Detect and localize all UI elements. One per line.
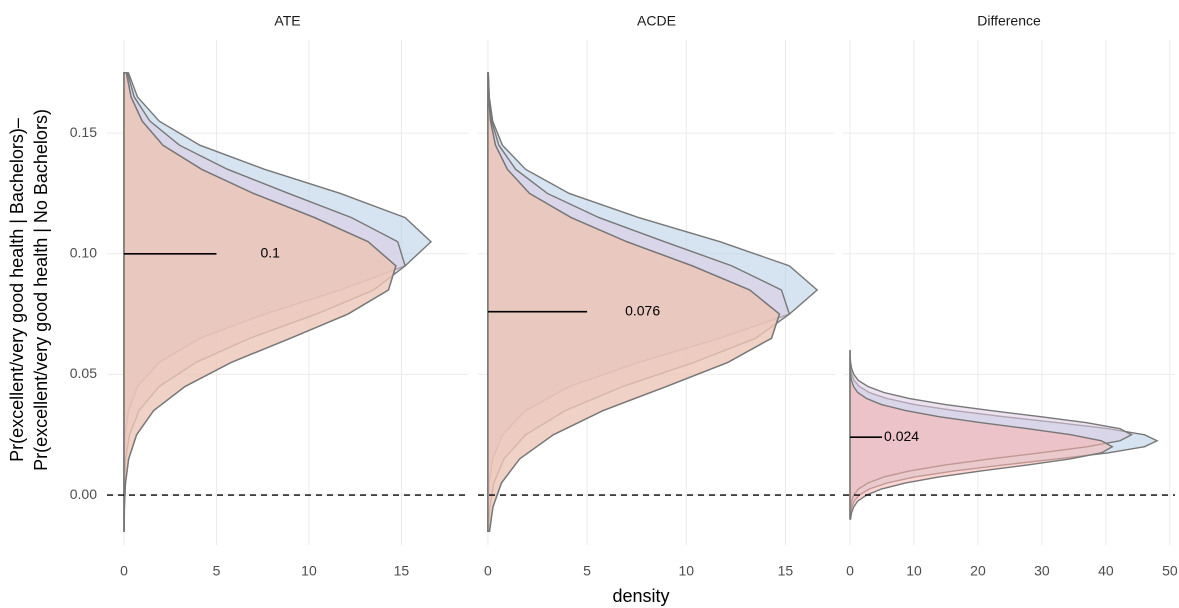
x-tick-label: 20 bbox=[970, 563, 986, 579]
x-tick-label: 40 bbox=[1098, 563, 1114, 579]
x-tick-label: 15 bbox=[778, 563, 794, 579]
x-tick-label: 15 bbox=[394, 563, 410, 579]
x-tick-label: 5 bbox=[213, 563, 221, 579]
facet-title: ACDE bbox=[637, 13, 676, 29]
y-axis-title-line: Pr(excellent/very good health | Bachelor… bbox=[7, 118, 27, 462]
y-tick-label: 0.10 bbox=[70, 244, 97, 260]
y-tick-label: 0.15 bbox=[70, 124, 97, 140]
facet-title: Difference bbox=[977, 13, 1041, 29]
x-tick-label: 10 bbox=[301, 563, 317, 579]
x-tick-label: 0 bbox=[846, 563, 854, 579]
mean-label: 0.1 bbox=[260, 244, 280, 260]
x-tick-label: 50 bbox=[1162, 563, 1178, 579]
mean-label: 0.076 bbox=[625, 302, 660, 318]
x-tick-label: 5 bbox=[583, 563, 591, 579]
x-tick-label: 30 bbox=[1034, 563, 1050, 579]
facet-title: ATE bbox=[274, 13, 300, 29]
x-tick-label: 10 bbox=[678, 563, 694, 579]
x-axis-title: density bbox=[612, 586, 669, 606]
x-tick-label: 0 bbox=[484, 563, 492, 579]
x-tick-label: 10 bbox=[906, 563, 922, 579]
y-tick-label: 0.00 bbox=[70, 486, 97, 502]
y-tick-label: 0.05 bbox=[70, 365, 97, 381]
density-area bbox=[123, 72, 397, 532]
y-axis-title: Pr(excellent/very good health | Bachelor… bbox=[7, 109, 51, 471]
mean-label: 0.024 bbox=[884, 428, 919, 444]
density-area bbox=[487, 72, 781, 532]
y-axis-title-line: Pr(excellent/very good health | No Bache… bbox=[31, 109, 51, 471]
x-tick-label: 0 bbox=[120, 563, 128, 579]
